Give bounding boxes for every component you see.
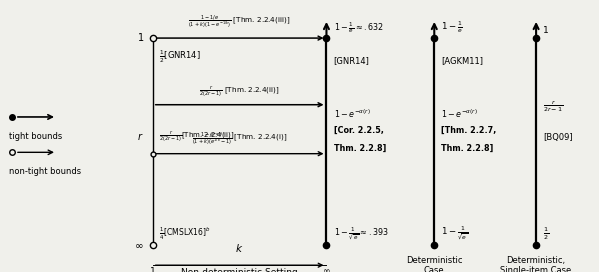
Text: $r$: $r$ <box>137 131 144 141</box>
Text: $1-\frac{1}{e}$: $1-\frac{1}{e}$ <box>441 20 464 35</box>
Text: [BQ09]: [BQ09] <box>543 133 573 142</box>
Text: [Thm. 2.2.7,: [Thm. 2.2.7, <box>441 126 497 135</box>
Text: Thm. 2.2.8]: Thm. 2.2.8] <box>334 144 386 153</box>
Text: $\frac{1-e^{-\alpha(r)}}{(1+k)(e^{1/k}-1)}$ [Thm. 2.2.4(i)]: $\frac{1-e^{-\alpha(r)}}{(1+k)(e^{1/k}-1… <box>192 130 288 147</box>
Text: 1: 1 <box>150 267 156 272</box>
Text: Deterministic,
Single-item Case: Deterministic, Single-item Case <box>501 256 571 272</box>
Text: $1-e^{-\alpha(r)}$: $1-e^{-\alpha(r)}$ <box>334 107 370 120</box>
Text: $\infty$: $\infty$ <box>322 267 331 272</box>
Text: $\frac{1}{4}$[CMSLX16]$^b$: $\frac{1}{4}$[CMSLX16]$^b$ <box>159 226 210 242</box>
Text: $1-\frac{1}{\sqrt{e}}$: $1-\frac{1}{\sqrt{e}}$ <box>441 225 468 242</box>
Text: [GNR14]: [GNR14] <box>334 56 370 65</box>
Text: $\frac{1}{2}$[GNR14]: $\frac{1}{2}$[GNR14] <box>159 49 200 65</box>
Text: $1-\frac{1}{\sqrt{e}}\approx .393$: $1-\frac{1}{\sqrt{e}}\approx .393$ <box>334 225 389 242</box>
Text: $\frac{r}{2r-1}$: $\frac{r}{2r-1}$ <box>543 98 564 114</box>
Text: 1: 1 <box>543 26 549 35</box>
Text: Non-deterministic Setting: Non-deterministic Setting <box>181 268 298 272</box>
Text: $\frac{r}{2(2r-1)}$[Thm. 2.2.4(ii)]: $\frac{r}{2(2r-1)}$[Thm. 2.2.4(ii)] <box>159 129 234 143</box>
Text: $\infty$: $\infty$ <box>134 240 144 250</box>
Text: [Cor. 2.2.5,: [Cor. 2.2.5, <box>334 126 383 135</box>
Text: $\frac{1-1/e}{(1+k)(1-e^{-1/k})}$ [Thm. 2.2.4(iii)]: $\frac{1-1/e}{(1+k)(1-e^{-1/k})}$ [Thm. … <box>188 13 291 30</box>
Text: Thm. 2.2.8]: Thm. 2.2.8] <box>441 144 494 153</box>
Text: $1-\frac{1}{e}\approx .632$: $1-\frac{1}{e}\approx .632$ <box>334 20 383 35</box>
Text: 1: 1 <box>138 33 144 43</box>
Text: $k$: $k$ <box>235 242 244 254</box>
Text: $1-e^{-\alpha(r)}$: $1-e^{-\alpha(r)}$ <box>441 107 478 120</box>
Text: Deterministic
Case: Deterministic Case <box>406 256 462 272</box>
Text: $\frac{1}{2}$: $\frac{1}{2}$ <box>543 225 549 242</box>
Text: non-tight bounds: non-tight bounds <box>9 167 81 176</box>
Text: $\frac{r}{2(2r-1)}$ [Thm. 2.2.4(ii)]: $\frac{r}{2(2r-1)}$ [Thm. 2.2.4(ii)] <box>199 84 280 98</box>
Text: [AGKM11]: [AGKM11] <box>441 56 483 65</box>
Text: tight bounds: tight bounds <box>9 132 62 141</box>
